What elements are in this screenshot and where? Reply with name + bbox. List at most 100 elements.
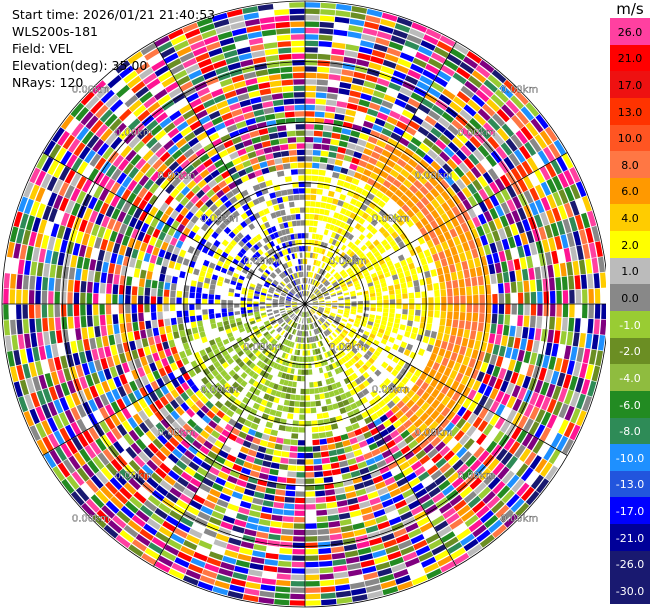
ray-gate <box>472 285 479 295</box>
ray-gate <box>482 373 491 385</box>
ray-gate <box>260 355 267 362</box>
ray-gate <box>297 323 300 330</box>
ray-gate <box>417 423 428 433</box>
ray-gate <box>191 158 202 169</box>
ray-gate <box>293 85 305 92</box>
ray-gate <box>442 507 456 520</box>
ray-gate <box>396 120 408 131</box>
ray-gate <box>250 503 262 512</box>
ray-gate <box>300 258 303 265</box>
ray-gate <box>516 482 530 497</box>
ray-gate <box>373 251 381 258</box>
ray-gate <box>214 264 222 272</box>
ray-gate <box>283 288 289 293</box>
ray-gate <box>466 295 473 304</box>
ray-gate <box>313 143 322 150</box>
ray-gate <box>381 471 393 480</box>
ray-gate <box>458 278 465 288</box>
ray-gate <box>523 175 534 190</box>
ray-gate <box>272 99 284 107</box>
ray-gate <box>209 213 218 222</box>
ray-gate <box>360 93 372 102</box>
ray-gate <box>370 272 378 278</box>
station-name: WLS200s-181 <box>12 24 98 39</box>
ray-gate <box>127 192 137 204</box>
ray-gate <box>562 290 569 304</box>
ray-gate <box>582 395 592 412</box>
ray-gate <box>308 363 312 369</box>
ray-gate <box>474 463 487 477</box>
ray-gate <box>265 324 272 329</box>
ray-gate <box>263 283 270 288</box>
ray-gate <box>286 284 291 290</box>
ray-gate <box>278 251 284 257</box>
ray-gate <box>366 108 379 117</box>
ray-gate <box>332 42 346 49</box>
ray-gate <box>381 100 394 109</box>
ray-gate <box>316 274 320 280</box>
ray-gate <box>168 260 176 269</box>
ray-gate <box>410 332 417 340</box>
ray-gate <box>229 130 240 139</box>
ray-gate <box>450 271 458 281</box>
ray-gate <box>58 182 70 197</box>
ray-gate <box>249 269 256 275</box>
ray-gate <box>327 514 340 522</box>
ray-gate <box>440 560 456 573</box>
ray-gate <box>370 219 378 227</box>
ray-gate <box>389 239 397 248</box>
ray-gate <box>202 259 210 267</box>
ray-gate <box>330 341 336 348</box>
ray-gate <box>70 187 81 202</box>
ray-gate <box>451 476 464 489</box>
ray-gate <box>333 320 339 326</box>
ray-gate <box>18 196 28 213</box>
ray-gate <box>36 439 49 455</box>
ray-gate <box>333 255 339 262</box>
ray-gate <box>170 410 180 421</box>
ray-gate <box>247 428 257 436</box>
ray-gate <box>180 126 192 137</box>
ray-gate <box>492 132 505 146</box>
ray-gate <box>154 129 167 141</box>
ray-gate <box>319 318 324 324</box>
ray-gate <box>171 177 182 188</box>
ray-gate <box>267 250 273 256</box>
ray-gate <box>224 278 231 284</box>
ray-gate <box>296 293 301 298</box>
ray-gate <box>443 467 456 479</box>
ray-gate <box>463 491 477 504</box>
ray-gate <box>386 400 396 409</box>
ray-gate <box>202 367 211 376</box>
ray-gate <box>594 304 601 319</box>
ray-gate <box>166 332 174 341</box>
ray-gate <box>373 433 383 442</box>
ray-gate <box>201 184 211 194</box>
ray-gate <box>81 179 93 193</box>
ray-gate <box>585 364 594 380</box>
ray-gate <box>152 272 160 281</box>
ray-gate <box>150 171 161 182</box>
ray-gate <box>131 248 139 259</box>
ray-gate <box>473 257 481 268</box>
ray-gate <box>221 308 227 313</box>
ray-gate <box>318 41 332 48</box>
ray-gate <box>79 219 88 233</box>
ray-gate <box>366 324 373 330</box>
ray-gate <box>149 344 158 354</box>
ray-gate <box>465 347 473 358</box>
ray-gate <box>138 145 150 157</box>
ray-gate <box>383 299 389 304</box>
ray-gate <box>376 332 384 338</box>
ray-gate <box>380 65 395 75</box>
ray-gate <box>353 323 360 328</box>
ray-gate <box>238 361 245 368</box>
ray-gate <box>424 375 433 385</box>
ray-gate <box>549 316 556 330</box>
ray-gate <box>397 254 405 262</box>
ray-gate <box>281 451 290 458</box>
ray-gate <box>464 366 473 377</box>
ray-gate <box>273 449 282 457</box>
ray-gate <box>152 327 160 337</box>
ray-gate <box>449 264 456 273</box>
